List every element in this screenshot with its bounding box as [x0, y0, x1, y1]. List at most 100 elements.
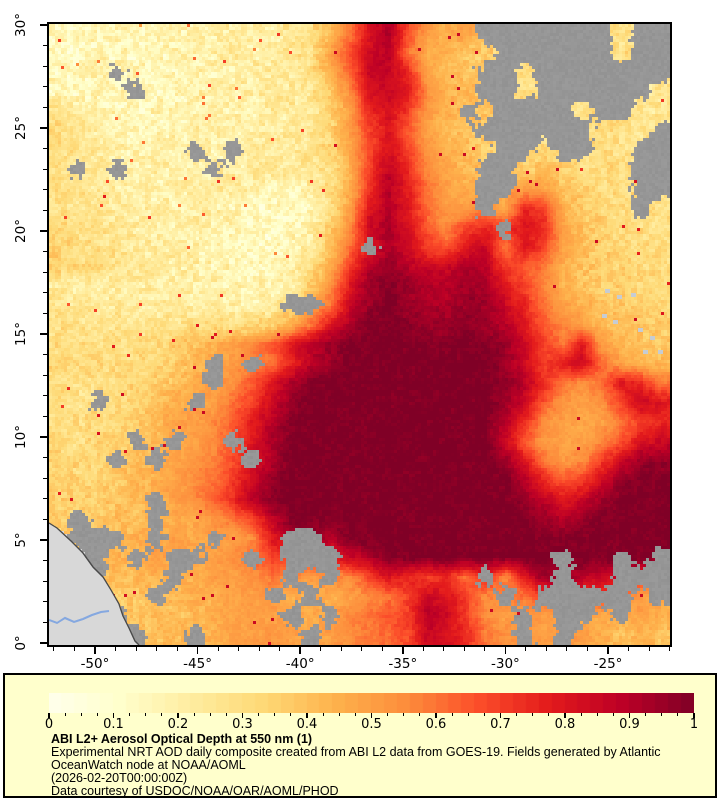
- colorbar-minor-tick: [225, 713, 227, 716]
- map-plot-area: [47, 22, 672, 647]
- caption-line: (2026-02-20T00:00:00Z): [51, 771, 188, 785]
- colorbar-minor-tick: [661, 713, 663, 716]
- x-minor-tick: [135, 647, 137, 651]
- y-tick-label: 10°: [13, 425, 29, 449]
- x-tick-label: -25°: [593, 656, 623, 672]
- y-major-tick: [40, 333, 47, 335]
- caption-title: ABI L2+ Aerosol Optical Depth at 550 nm …: [51, 732, 313, 746]
- legend-panel: 0 0.1 0.2 0.3 0.4 0.5 0.6 0.7 0.8 0.9 1 ABI L2+ Ae…: [3, 673, 717, 798]
- colorbar-minor-tick: [467, 713, 469, 716]
- colorbar-minor-tick: [532, 713, 534, 716]
- y-minor-tick: [43, 518, 47, 520]
- y-minor-tick: [43, 457, 47, 459]
- caption-lines: Experimental NRT AOD daily composite cre…: [51, 746, 661, 798]
- colorbar-minor-tick: [516, 713, 518, 716]
- y-minor-tick: [43, 45, 47, 47]
- caption-line: Experimental NRT AOD daily composite cre…: [51, 745, 661, 759]
- x-minor-tick: [73, 647, 75, 651]
- x-minor-tick: [114, 647, 116, 651]
- colorbar-tick-label: 1: [689, 717, 699, 732]
- x-minor-tick: [238, 647, 240, 651]
- x-major-tick: [402, 647, 404, 654]
- x-minor-tick: [176, 647, 178, 651]
- y-minor-tick: [43, 498, 47, 500]
- x-tick-label: -30°: [491, 656, 520, 672]
- x-minor-tick: [53, 647, 55, 651]
- caption-block: ABI L2+ Aerosol Optical Depth at 550 nm …: [51, 732, 661, 798]
- x-tick-label: -35°: [388, 656, 418, 672]
- y-minor-tick: [43, 621, 47, 623]
- colorbar-major-tick: [499, 713, 502, 718]
- x-major-tick: [196, 647, 199, 654]
- x-major-tick: [299, 647, 301, 654]
- colorbar-minor-tick: [645, 713, 647, 716]
- colorbar-major-tick: [693, 713, 695, 718]
- colorbar-tick-label: 0.3: [232, 717, 253, 732]
- x-minor-tick: [525, 647, 527, 651]
- colorbar-tick-label: 0.8: [554, 717, 576, 732]
- y-minor-tick: [43, 477, 47, 479]
- y-major-tick: [40, 642, 47, 644]
- colorbar-minor-tick: [548, 713, 550, 716]
- colorbar-tick-label: 0.6: [425, 717, 447, 732]
- y-tick-label: 0°: [13, 635, 29, 651]
- y-tick-label: 30°: [13, 13, 29, 37]
- colorbar-canvas: [49, 693, 694, 713]
- colorbar-minor-tick: [596, 713, 598, 716]
- colorbar-major-tick: [177, 713, 179, 718]
- colorbar-tick-label: 0.9: [619, 717, 640, 732]
- x-minor-tick: [628, 647, 630, 651]
- y-minor-tick: [43, 354, 47, 356]
- colorbar-minor-tick: [161, 713, 163, 716]
- y-tick-label: 15°: [13, 322, 29, 346]
- aod-heatmap-canvas: [49, 24, 670, 645]
- y-minor-tick: [43, 86, 47, 88]
- caption-line: Data courtesy of USDOC/NOAA/OAR/AOML/PHO…: [51, 784, 339, 798]
- colorbar-minor-tick: [80, 713, 82, 716]
- colorbar-minor-tick: [338, 713, 340, 716]
- colorbar-tick-label: 0.5: [361, 717, 382, 732]
- x-minor-tick: [361, 647, 363, 651]
- colorbar-tick-label: 0: [44, 717, 54, 732]
- y-minor-tick: [43, 312, 47, 314]
- x-minor-tick: [156, 647, 158, 651]
- y-minor-tick: [43, 271, 47, 273]
- x-minor-tick: [258, 647, 260, 651]
- colorbar-minor-tick: [580, 713, 582, 716]
- colorbar-minor-tick: [193, 713, 195, 716]
- colorbar-major-tick: [435, 713, 437, 718]
- x-major-tick: [504, 647, 507, 654]
- y-minor-tick: [43, 189, 47, 191]
- colorbar-minor-tick: [274, 713, 276, 716]
- colorbar-minor-tick: [258, 713, 260, 716]
- colorbar-minor-tick: [129, 713, 131, 716]
- y-tick-label: 20°: [13, 219, 29, 243]
- colorbar-major-tick: [306, 713, 308, 718]
- y-major-tick: [40, 539, 47, 541]
- colorbar-minor-tick: [64, 713, 66, 716]
- colorbar-major-tick: [370, 713, 373, 718]
- y-major-tick: [40, 24, 47, 26]
- y-minor-tick: [43, 168, 47, 170]
- colorbar-major-tick: [564, 713, 566, 718]
- colorbar-minor-tick: [387, 713, 389, 716]
- colorbar-tick-label: 0.1: [103, 717, 124, 732]
- colorbar-minor-tick: [419, 713, 421, 716]
- y-tick-label: 25°: [13, 116, 29, 140]
- y-tick-label: 5°: [13, 532, 29, 548]
- x-minor-tick: [566, 647, 568, 651]
- colorbar-tick-label: 0.2: [167, 717, 189, 732]
- colorbar-major-tick: [48, 713, 50, 718]
- y-minor-tick: [43, 292, 47, 294]
- colorbar-minor-tick: [677, 713, 679, 716]
- y-minor-tick: [43, 601, 47, 603]
- x-minor-tick: [443, 647, 445, 651]
- x-minor-tick: [463, 647, 465, 651]
- x-major-tick: [94, 647, 96, 654]
- y-minor-tick: [43, 65, 47, 67]
- colorbar-minor-tick: [612, 713, 614, 716]
- colorbar-major-tick: [628, 713, 631, 718]
- x-minor-tick: [545, 647, 547, 651]
- x-minor-tick: [648, 647, 650, 651]
